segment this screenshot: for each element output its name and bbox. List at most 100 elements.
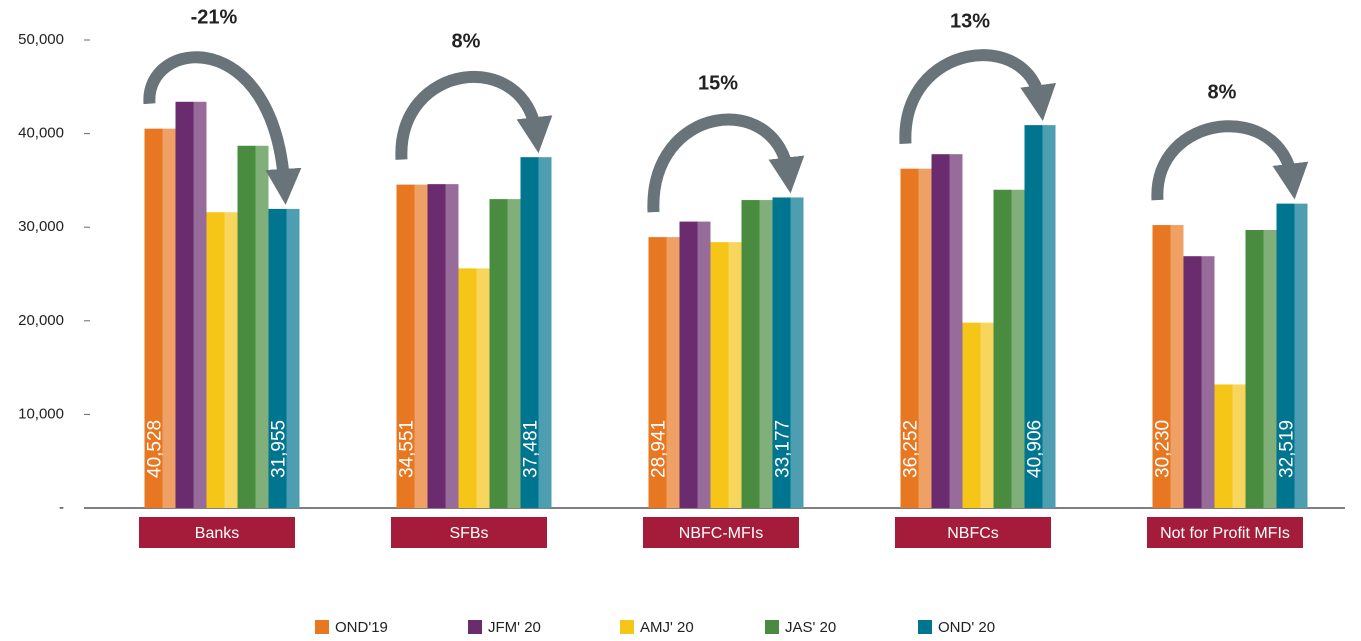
bar-side	[476, 268, 490, 508]
bar-side	[980, 322, 994, 508]
bar-side	[286, 208, 300, 509]
bar-face	[962, 322, 981, 508]
bar	[427, 184, 459, 509]
category-box	[895, 517, 1051, 548]
bar-side	[445, 184, 459, 509]
change-arrow	[143, 51, 302, 205]
value-label: 28,941	[649, 420, 670, 478]
bar-side	[1042, 125, 1056, 508]
value-label: 40,528	[145, 420, 166, 478]
x-tick-label: Not for Profit MFIs	[1160, 525, 1290, 542]
y-tick-label: 20,000	[18, 312, 64, 329]
bar	[458, 268, 490, 508]
bar	[1183, 256, 1215, 508]
bar-side	[697, 221, 711, 509]
bar	[741, 200, 773, 508]
y-tick-label: 50,000	[18, 31, 64, 48]
bar-face	[1245, 230, 1264, 508]
bar	[175, 101, 207, 508]
legend-label: JAS' 20	[785, 619, 836, 636]
bar-side	[1170, 225, 1184, 509]
value-label: 40,906	[1025, 420, 1046, 478]
bar	[772, 197, 804, 508]
bar-side	[507, 199, 521, 508]
bar-side	[666, 237, 680, 508]
bar-side	[224, 212, 238, 508]
bar	[962, 322, 994, 508]
bar	[679, 221, 711, 509]
legend-swatch	[765, 620, 779, 634]
category-box	[139, 517, 295, 548]
bar-face	[1152, 225, 1171, 509]
annotation: 13%	[950, 10, 990, 32]
bar	[237, 145, 269, 508]
bar	[489, 199, 521, 508]
x-tick-label: NBFCs	[947, 525, 999, 542]
bar-side	[1263, 230, 1277, 508]
bar-side	[162, 128, 176, 509]
bar	[648, 237, 680, 508]
bar-side	[414, 184, 428, 508]
value-label: 31,955	[269, 420, 290, 478]
legend-label: OND'19	[335, 619, 388, 636]
legend-swatch	[918, 620, 932, 634]
bar-side	[1232, 384, 1246, 508]
bar-side	[255, 145, 269, 508]
bar-face	[1276, 203, 1295, 508]
bar-face	[1024, 125, 1043, 508]
bar	[710, 242, 742, 508]
legend-swatch	[468, 620, 482, 634]
bar-side	[1011, 189, 1025, 508]
value-label: 34,551	[397, 420, 418, 478]
legend-label: OND' 20	[938, 619, 995, 636]
bar-face	[648, 237, 667, 508]
bar-face	[1183, 256, 1202, 508]
value-label: 30,230	[1153, 420, 1174, 478]
bar	[900, 168, 932, 508]
bar-side	[193, 101, 207, 508]
x-tick-label: SFBs	[449, 525, 488, 542]
annotation: 8%	[1208, 81, 1237, 103]
value-label: 32,519	[1277, 420, 1298, 478]
change-arrow	[395, 70, 553, 160]
bar-face	[741, 200, 760, 508]
annotation: -21%	[191, 6, 238, 28]
bar-side	[1201, 256, 1215, 508]
change-arrow	[899, 49, 1056, 144]
bar-face	[175, 101, 194, 508]
bar-face	[206, 212, 225, 508]
bar-face	[993, 189, 1012, 508]
bar-face	[931, 154, 950, 508]
change-arrow	[1151, 120, 1309, 201]
bar-face	[396, 184, 415, 508]
x-tick-label: Banks	[195, 525, 239, 542]
value-label: 37,481	[521, 420, 542, 478]
y-tick-label: 40,000	[18, 125, 64, 142]
annotation: 8%	[452, 30, 481, 52]
bar	[1276, 203, 1308, 508]
bar-side	[949, 154, 963, 508]
y-tick-label: 10,000	[18, 405, 64, 422]
value-label: 33,177	[773, 420, 794, 478]
change-arrow	[647, 113, 805, 213]
bar-side	[790, 197, 804, 508]
annotation: 15%	[698, 72, 738, 94]
bar	[1245, 230, 1277, 508]
legend-swatch	[620, 620, 634, 634]
bar-side	[728, 242, 742, 508]
legend-swatch	[315, 620, 329, 634]
y-tick-label: 30,000	[18, 218, 64, 235]
bar-side	[538, 157, 552, 508]
bar	[396, 184, 428, 508]
legend-label: AMJ' 20	[640, 619, 694, 636]
bar-face	[1214, 384, 1233, 508]
bar-face	[710, 242, 729, 508]
bar-face	[900, 168, 919, 508]
value-label: 36,252	[901, 420, 922, 478]
bar	[1152, 225, 1184, 509]
bar-side	[1294, 203, 1308, 508]
bar-side	[759, 200, 773, 508]
legend-label: JFM' 20	[488, 619, 541, 636]
bar-side	[918, 168, 932, 508]
